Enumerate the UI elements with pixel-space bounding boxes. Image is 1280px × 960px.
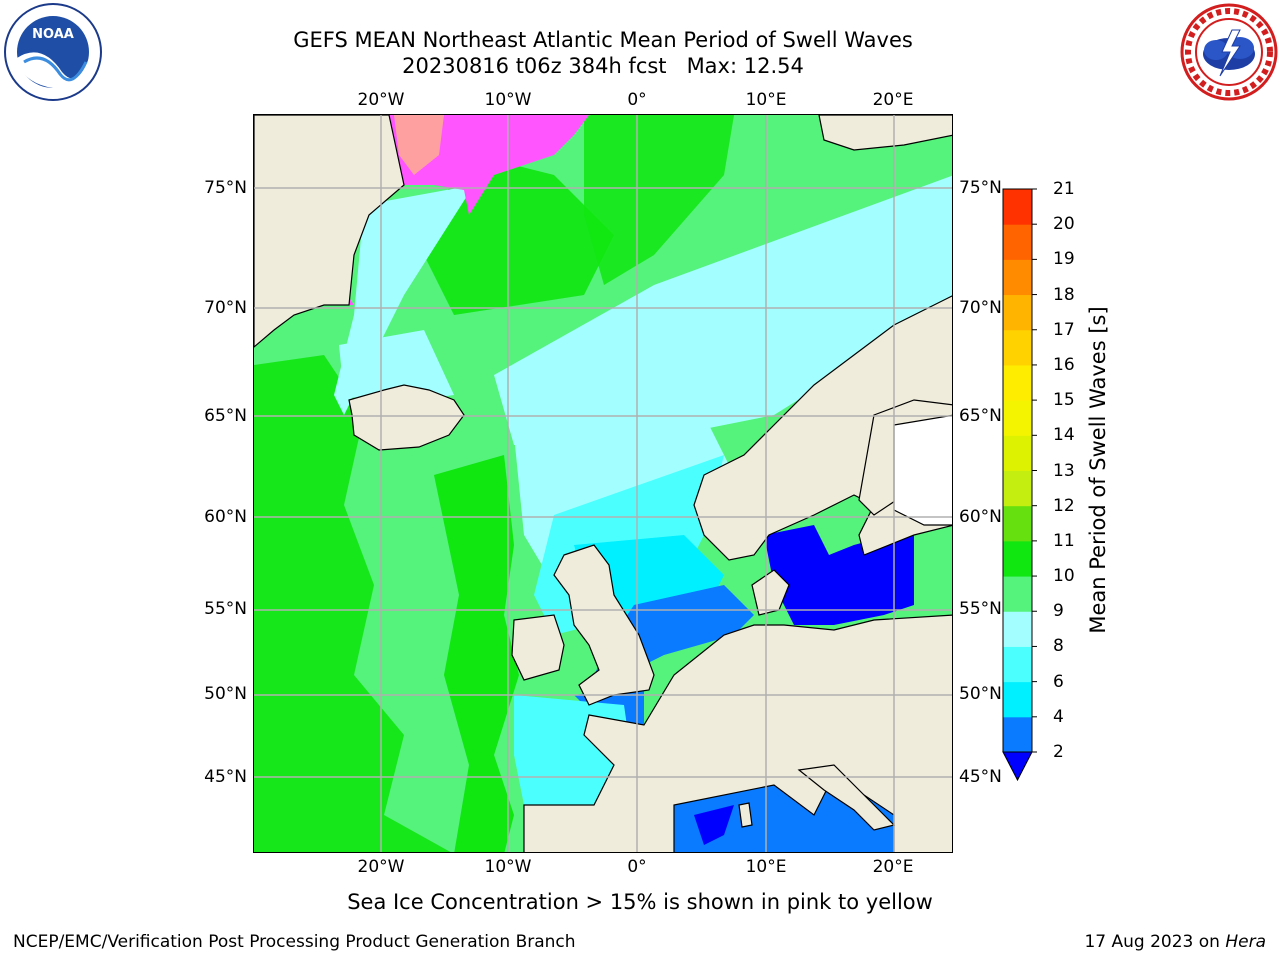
lon-tick-bottom: 20°E	[872, 857, 914, 877]
footer-date: 17 Aug 2023 on Hera	[1084, 932, 1266, 952]
swell-period-field	[254, 115, 952, 852]
lon-tick-top: 0°	[627, 90, 647, 110]
colorbar-title: Mean Period of Swell Waves [s]	[1086, 306, 1110, 634]
lat-tick-left: 75°N	[204, 178, 247, 198]
lat-tick-left: 60°N	[204, 507, 247, 527]
lon-tick-top: 10°W	[484, 90, 532, 110]
colorbar-tick-label: 4	[1053, 706, 1064, 727]
lat-tick-right: 45°N	[959, 767, 1002, 787]
colorbar-swatch	[1003, 646, 1032, 683]
noaa-logo: NOAA	[4, 3, 102, 101]
colorbar-tick-label: 15	[1053, 390, 1075, 411]
colorbar	[1002, 188, 1037, 782]
colorbar-swatch	[1003, 364, 1032, 401]
noaa-logo-text: NOAA	[32, 27, 74, 42]
lat-tick-right: 65°N	[959, 406, 1002, 426]
colorbar-swatch	[1003, 681, 1032, 718]
colorbar-tick-label: 6	[1053, 671, 1064, 692]
lat-tick-left: 45°N	[204, 767, 247, 787]
colorbar-tick-label: 21	[1053, 179, 1075, 199]
colorbar-tick-label: 20	[1053, 214, 1075, 235]
colorbar-swatch	[1003, 470, 1032, 507]
colorbar-swatch	[1003, 329, 1032, 366]
sea-ice-note: Sea Ice Concentration > 15% is shown in …	[347, 890, 933, 914]
lon-tick-top: 10°E	[745, 90, 787, 110]
lon-tick-top: 20°E	[872, 90, 914, 110]
colorbar-swatch	[1003, 540, 1032, 577]
nws-logo	[1180, 3, 1278, 101]
lon-tick-bottom: 10°E	[745, 857, 787, 877]
colorbar-tick-label: 19	[1053, 249, 1075, 270]
lat-tick-left: 70°N	[204, 298, 247, 318]
colorbar-extend-min	[1002, 751, 1033, 782]
lat-tick-left: 55°N	[204, 599, 247, 619]
colorbar-tick-label: 11	[1053, 530, 1075, 551]
lat-tick-right: 70°N	[959, 298, 1002, 318]
colorbar-tick-label: 8	[1053, 636, 1064, 657]
chart-subtitle: 20230816 t06z 384h fcst Max: 12.54	[402, 54, 804, 78]
colorbar-swatch	[1003, 189, 1032, 225]
colorbar-tick-label: 14	[1053, 425, 1075, 446]
colorbar-swatch	[1003, 294, 1032, 331]
footer-host: Hera	[1225, 932, 1266, 952]
colorbar-swatch	[1003, 224, 1032, 260]
lat-tick-right: 60°N	[959, 507, 1002, 527]
colorbar-tick-label: 10	[1053, 566, 1075, 587]
lon-tick-bottom: 10°W	[484, 857, 532, 877]
colorbar-tick-label: 17	[1053, 319, 1075, 340]
map-area	[253, 114, 953, 853]
colorbar-swatch	[1003, 259, 1032, 296]
lat-tick-left: 50°N	[204, 684, 247, 704]
colorbar-tick-label: 18	[1053, 284, 1075, 305]
lon-tick-top: 20°W	[357, 90, 405, 110]
colorbar-swatch	[1003, 400, 1032, 436]
lon-tick-bottom: 20°W	[357, 857, 405, 877]
colorbar-swatch	[1003, 716, 1032, 753]
lat-tick-right: 75°N	[959, 178, 1002, 198]
chart-title: GEFS MEAN Northeast Atlantic Mean Period…	[293, 28, 913, 52]
colorbar-tick-label: 13	[1053, 460, 1075, 481]
colorbar-tick-label: 12	[1053, 495, 1075, 516]
colorbar-swatch	[1003, 611, 1032, 647]
colorbar-tick-label: 2	[1053, 742, 1064, 762]
lat-tick-right: 55°N	[959, 599, 1002, 619]
colorbar-swatch	[1003, 576, 1032, 612]
lon-tick-bottom: 0°	[627, 857, 647, 877]
footer-credit: NCEP/EMC/Verification Post Processing Pr…	[13, 932, 576, 952]
lat-tick-left: 65°N	[204, 406, 247, 426]
colorbar-tick-label: 9	[1053, 601, 1064, 622]
footer-date-text: 17 Aug 2023 on	[1084, 932, 1220, 952]
lat-tick-right: 50°N	[959, 684, 1002, 704]
colorbar-swatch	[1003, 505, 1032, 542]
colorbar-tick-label: 16	[1053, 354, 1075, 375]
colorbar-swatch	[1003, 435, 1032, 471]
